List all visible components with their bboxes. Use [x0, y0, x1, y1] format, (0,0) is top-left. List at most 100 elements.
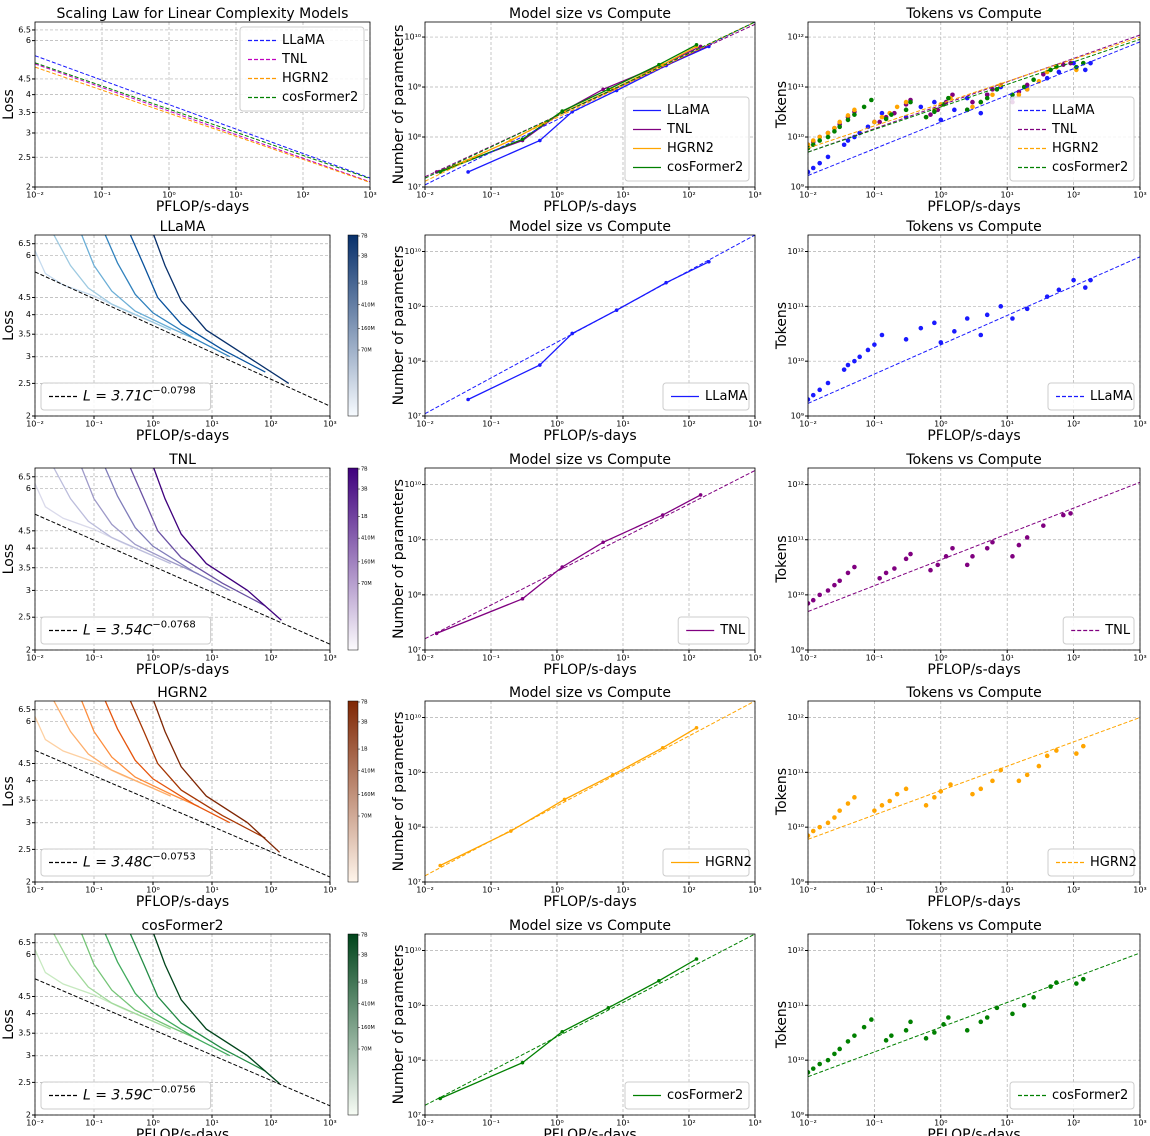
x-tick-label: 10³: [1133, 886, 1146, 895]
legend-box: [662, 848, 750, 877]
y-tick-label: 6.5: [18, 705, 31, 714]
chart-title: Tokens vs Compute: [905, 918, 1041, 934]
legend-label: LLaMA: [705, 389, 748, 404]
x-tick-label: 10²: [1067, 654, 1080, 663]
y-tick-label: 6.5: [18, 472, 31, 481]
y-tick-label: 10⁸: [408, 357, 421, 366]
point: [908, 99, 913, 105]
point: [657, 62, 661, 67]
point: [570, 331, 575, 336]
plot-frame: [34, 234, 331, 417]
y-tick-label: 10⁹: [791, 646, 804, 655]
x-tick-label: 10³: [363, 191, 376, 200]
fit-line: [425, 22, 755, 179]
series-line: [153, 934, 281, 1085]
point: [887, 798, 893, 804]
subplot: Model size vs Compute PFLOP/s-days Number …: [391, 918, 762, 1136]
colorbar-label: 7B: [361, 933, 368, 939]
point: [825, 154, 831, 160]
point: [438, 863, 443, 868]
point: [817, 1061, 822, 1067]
x-tick-label: 10⁻¹: [866, 654, 884, 663]
y-tick-label: 10¹¹: [787, 1001, 804, 1010]
point: [817, 160, 822, 166]
y-tick-label: 6: [26, 484, 31, 493]
y-axis-label: Loss: [1, 89, 17, 120]
point: [894, 104, 900, 110]
legend-label: L = 3.48C−0.0753: [83, 852, 196, 871]
y-tick-label: 10⁹: [791, 183, 804, 192]
x-tick-label: 10⁻¹: [85, 420, 103, 429]
point: [852, 107, 857, 113]
series-line: [53, 934, 172, 1030]
point: [837, 124, 842, 130]
point: [810, 392, 816, 398]
legend-label: TNL: [719, 623, 746, 638]
point: [825, 588, 831, 593]
x-tick-label: 10²: [682, 420, 695, 429]
x-tick-label: 10³: [1133, 420, 1146, 429]
point: [1081, 743, 1086, 749]
colorbar-label: 70M: [361, 814, 372, 820]
plot-area: [35, 701, 330, 878]
x-tick-label: 10³: [748, 886, 761, 895]
y-tick-label: 6.5: [18, 25, 31, 34]
y-tick-label: 3: [26, 818, 31, 827]
chart-title: TNL: [168, 452, 196, 468]
x-tick-label: 10²: [682, 1119, 695, 1128]
subplot: Model size vs Compute PFLOP/s-days Number …: [391, 219, 762, 444]
colorbar-label: 1B: [361, 281, 368, 287]
point: [1016, 778, 1022, 784]
point: [883, 570, 889, 576]
series-line: [81, 468, 200, 575]
x-tick-label: 10²: [296, 191, 309, 200]
point: [837, 808, 842, 813]
point: [978, 99, 984, 105]
legend-label: HGRN2: [282, 71, 329, 86]
plot-frame: [34, 700, 331, 883]
point: [903, 786, 909, 792]
colorbar-label: 70M: [361, 1047, 372, 1053]
point: [990, 778, 995, 784]
colorbar-label: 410M: [361, 768, 375, 774]
fit-line: [35, 55, 370, 179]
x-axis-label: PFLOP/s-days: [927, 199, 1020, 215]
point: [903, 556, 909, 562]
point: [869, 1017, 874, 1022]
chart-title: Tokens vs Compute: [905, 452, 1041, 468]
y-tick-label: 10¹⁰: [787, 357, 804, 366]
legend-label: TNL: [666, 122, 693, 137]
x-tick-label: 10⁻²: [26, 654, 44, 663]
x-tick-label: 10¹: [1001, 886, 1014, 895]
legend-box: [40, 1081, 212, 1110]
plot-area: [808, 717, 1140, 840]
series-line: [129, 235, 266, 373]
y-axis-label: Tokens: [774, 1001, 790, 1049]
x-axis-label: PFLOP/s-days: [543, 428, 636, 444]
point: [861, 104, 867, 110]
x-tick-label: 10³: [748, 191, 761, 200]
x-tick-label: 10⁻¹: [866, 886, 884, 895]
x-tick-label: 10⁻²: [799, 420, 817, 429]
y-tick-label: 2.5: [18, 845, 31, 854]
point: [698, 493, 703, 497]
x-tick-label: 10²: [682, 886, 695, 895]
point: [964, 316, 970, 321]
x-tick-label: 10¹: [1001, 191, 1014, 200]
point: [990, 539, 995, 545]
chart-title: cosFormer2: [141, 918, 223, 934]
legend-box: [239, 26, 365, 112]
colorbar-label: 410M: [361, 302, 375, 308]
x-tick-label: 10⁻¹: [85, 886, 103, 895]
series-line: [104, 235, 231, 358]
point: [694, 957, 699, 961]
plot-area: [808, 34, 1140, 176]
x-tick-label: 10⁻¹: [866, 1119, 884, 1128]
y-tick-label: 10¹⁰: [787, 1056, 804, 1065]
y-tick-label: 3: [26, 1051, 31, 1060]
legend-label: HGRN2: [705, 855, 752, 870]
x-axis-label: PFLOP/s-days: [543, 894, 636, 910]
x-axis-label: PFLOP/s-days: [927, 1127, 1020, 1136]
